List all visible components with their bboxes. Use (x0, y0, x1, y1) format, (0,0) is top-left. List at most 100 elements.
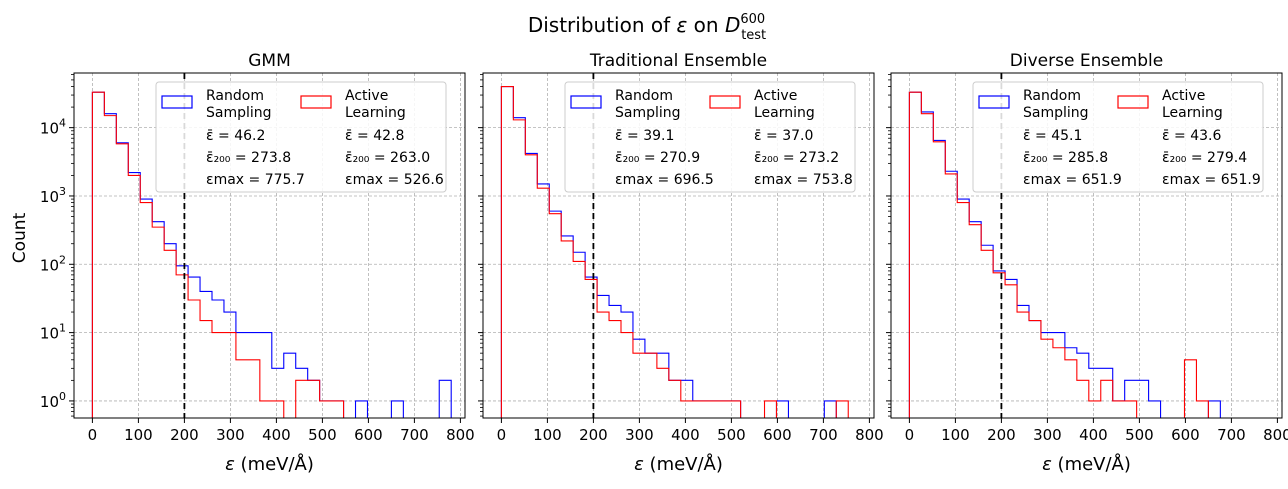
x-tick-label: 400 (1079, 426, 1108, 444)
y-tick-label: 100 (40, 390, 66, 411)
legend-swatch (570, 95, 602, 109)
x-axis-label: ε (meV/Å) (634, 453, 723, 475)
x-tick-label: 600 (763, 426, 792, 444)
legend-label: Random (615, 88, 673, 104)
x-tick-label: 400 (262, 426, 291, 444)
x-tick-label: 300 (625, 426, 654, 444)
legend-stat: ε̄ = 46.2 (206, 128, 265, 144)
x-tick-label: 0 (88, 426, 98, 444)
legend-label: Learning (1162, 105, 1223, 121)
legend-box (564, 81, 856, 193)
legend-stat: ε̄ = 37.0 (754, 128, 813, 144)
panels: GMM 0 100 200 300 400 500 600 700 800 100 101 102 103… (40, 51, 1288, 475)
axes-frame (73, 72, 466, 419)
x-tick-label: 500 (308, 426, 337, 444)
x-axis-label: ε (meV/Å) (1042, 453, 1131, 475)
legend-label: Active (1162, 88, 1205, 104)
y-tick-label: 102 (40, 253, 66, 274)
legend-stat: ε̄ = 45.1 (1023, 128, 1082, 144)
legend-stat: ε̄ = 39.1 (615, 128, 674, 144)
legend-stat: εmax = 753.8 (754, 172, 853, 188)
histogram-active-learning (908, 91, 1209, 418)
x-tick-label: 800 (855, 426, 884, 444)
x-tick-label: 0 (497, 426, 507, 444)
x-tick-label: 400 (671, 426, 700, 444)
legend-label: Random (206, 88, 264, 104)
x-tick-label: 100 (533, 426, 562, 444)
legend-label: Sampling (1023, 105, 1089, 121)
x-tick-label: 700 (400, 426, 429, 444)
x-tick-label: 200 (579, 426, 608, 444)
axes-frame (890, 72, 1283, 419)
x-tick-label: 500 (717, 426, 746, 444)
x-tick-label: 100 (941, 426, 970, 444)
chart-panel-1: GMM 0 100 200 300 400 500 600 700 800 100 101 102 103… (40, 51, 475, 475)
legend-box (972, 81, 1264, 193)
legend-label: Learning (754, 105, 815, 121)
x-tick-label: 200 (987, 426, 1016, 444)
legend-swatch (978, 95, 1010, 109)
x-tick-label: 700 (1217, 426, 1246, 444)
legend-swatch (709, 95, 741, 109)
legend-stat: ε̄ = 43.6 (1162, 128, 1221, 144)
chart-panel-3: Diverse Ensemble 0 100 200 300 400 500 600 700 80… (886, 51, 1288, 475)
x-tick-label: 100 (124, 426, 153, 444)
panel-title: Diverse Ensemble (1010, 51, 1163, 71)
x-tick-label: 800 (1263, 426, 1288, 444)
chart-panel-2: Traditional Ensemble 0 100 200 300 400 500 600 7… (478, 51, 884, 475)
legend-stat: ε̄ = 42.8 (345, 128, 404, 144)
legend-label: Sampling (615, 105, 681, 121)
legend-stat: ε̄₂₀₀ = 263.0 (345, 150, 430, 166)
y-tick-label: 103 (40, 185, 66, 206)
legend-stat: εmax = 526.6 (345, 172, 444, 188)
y-axis-label: Count (10, 212, 30, 263)
legend-swatch (300, 95, 332, 109)
x-tick-label: 800 (446, 426, 475, 444)
legend-label: Sampling (206, 105, 272, 121)
histogram-active-learning (91, 91, 345, 418)
legend-label: Active (345, 88, 388, 104)
x-axis-label: ε (meV/Å) (225, 453, 314, 475)
legend-label: Active (754, 88, 797, 104)
legend-swatch (1117, 95, 1149, 109)
x-tick-label: 300 (1033, 426, 1062, 444)
x-tick-label: 0 (905, 426, 915, 444)
y-tick-label: 104 (40, 117, 66, 138)
panel-title: GMM (248, 51, 291, 71)
figure-title: Distribution of ε on D600 test (528, 12, 766, 43)
histogram-random-sampling (91, 91, 452, 418)
x-tick-label: 300 (216, 426, 245, 444)
legend-stat: ε̄₂₀₀ = 285.8 (1023, 150, 1108, 166)
legend-stat: εmax = 775.7 (206, 172, 305, 188)
legend-stat: ε̄₂₀₀ = 273.2 (754, 150, 839, 166)
axes-frame (482, 72, 875, 419)
legend-label: Random (1023, 88, 1081, 104)
legend-box (155, 81, 447, 193)
y-tick-label: 101 (40, 322, 66, 343)
legend-stat: ε̄₂₀₀ = 273.8 (206, 150, 291, 166)
legend-stat: ε̄₂₀₀ = 279.4 (1162, 150, 1247, 166)
legend-stat: ε̄₂₀₀ = 270.9 (615, 150, 700, 166)
x-tick-label: 200 (170, 426, 199, 444)
x-tick-label: 600 (1171, 426, 1200, 444)
panel-title: Traditional Ensemble (589, 51, 767, 71)
legend-stat: εmax = 696.5 (615, 172, 714, 188)
legend-stat: εmax = 651.9 (1162, 172, 1261, 188)
histogram-active-learning (500, 85, 849, 418)
x-tick-label: 700 (809, 426, 838, 444)
x-tick-label: 500 (1125, 426, 1154, 444)
legend-stat: εmax = 651.9 (1023, 172, 1122, 188)
legend-label: Learning (345, 105, 406, 121)
x-tick-label: 600 (354, 426, 383, 444)
legend-swatch (161, 95, 193, 109)
